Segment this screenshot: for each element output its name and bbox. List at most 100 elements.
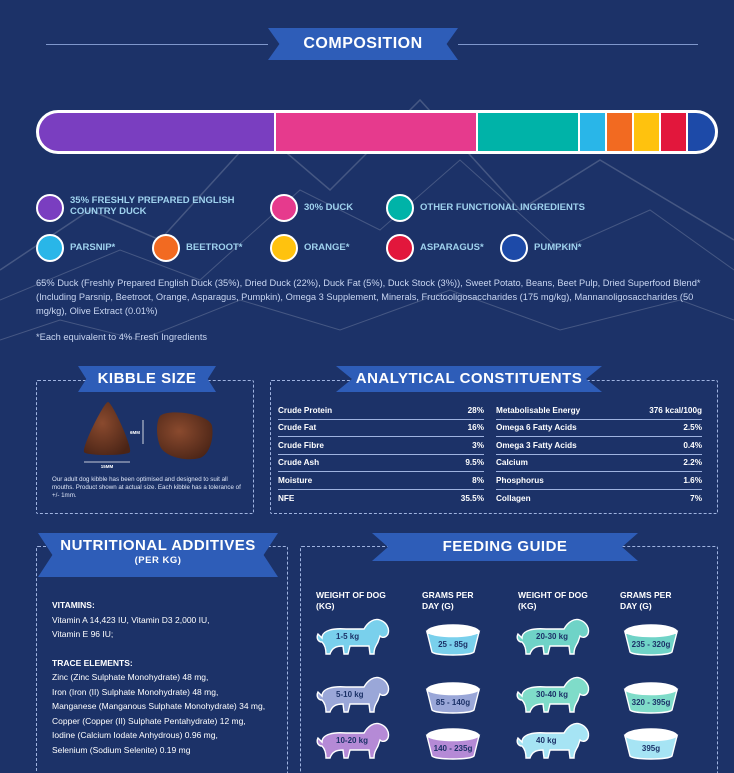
kibble-note: Our adult dog kibble has been optimised … xyxy=(52,476,241,499)
grams-column-header: GRAMS PER DAY (G) xyxy=(620,590,672,611)
dog-weight-label: 1-5 kg xyxy=(336,632,360,641)
constituent-name: Crude Protein xyxy=(278,405,333,415)
constituent-value: 2.5% xyxy=(683,423,702,433)
analytical-row: Crude Ash 9.5% xyxy=(278,455,484,472)
legend-label: ORANGE* xyxy=(304,242,350,253)
trace-element-line: Zinc (Zinc Sulphate Monohydrate) 48 mg, xyxy=(52,672,209,682)
constituent-name: Metabolisable Energy xyxy=(496,405,581,415)
constituent-value: 0.4% xyxy=(683,440,702,450)
trace-elements-heading: TRACE ELEMENTS: xyxy=(52,657,133,668)
legend-swatch xyxy=(270,234,298,262)
ingredients-text: 65% Duck (Freshly Prepared English Duck … xyxy=(36,278,701,316)
constituent-value: 376 kcal/100g xyxy=(649,405,702,415)
nutritional-subtitle: (PER KG) xyxy=(134,555,182,566)
ingredients-footnote: *Each equivalent to 4% Fresh Ingredients xyxy=(36,332,208,342)
kibble-width-label: 15MM xyxy=(101,464,114,469)
composition-segment xyxy=(633,113,661,151)
analytical-row: Crude Protein 28% xyxy=(278,402,484,420)
constituent-value: 7% xyxy=(690,493,702,503)
composition-bar xyxy=(36,110,718,154)
food-bowl-icon: 85 - 140g xyxy=(422,680,484,716)
nutritional-text: VITAMINS: Vitamin A 14,423 IU, Vitamin D… xyxy=(52,598,282,757)
dog-weight-label: 5-10 kg xyxy=(336,690,364,699)
grams-per-day-label: 25 - 85g xyxy=(438,640,468,649)
analytical-row: Crude Fibre 3% xyxy=(278,437,484,455)
legend-swatch xyxy=(386,234,414,262)
constituent-value: 3% xyxy=(472,440,484,450)
analytical-row: NFE 35.5% xyxy=(278,490,484,508)
analytical-table-left: Crude Protein 28% Crude Fat 16% Crude Fibre 3… xyxy=(278,402,484,507)
constituent-value: 1.6% xyxy=(683,475,702,485)
constituent-name: Crude Fat xyxy=(278,423,317,433)
dog-weight-label: 20-30 kg xyxy=(536,632,569,641)
constituent-name: Omega 6 Fatty Acids xyxy=(496,423,577,433)
dog-icon: 30-40 kg xyxy=(514,674,592,718)
composition-segment xyxy=(39,113,276,151)
dog-icon: 10-20 kg xyxy=(314,720,392,764)
legend-label: PUMPKIN* xyxy=(534,242,582,253)
weight-column-header: WEIGHT OF DOG (KG) xyxy=(518,590,588,611)
analytical-row: Metabolisable Energy 376 kcal/100g xyxy=(496,402,702,420)
food-bowl-icon: 25 - 85g xyxy=(422,622,484,658)
analytical-row: Phosphorus 1.6% xyxy=(496,472,702,490)
legend-swatch xyxy=(36,194,64,222)
kibble-side-shape xyxy=(157,412,213,460)
dog-weight-label: 30-40 kg xyxy=(536,690,569,699)
composition-segment xyxy=(660,113,688,151)
trace-element-line: Copper (Copper (II) Sulphate Pentahydrat… xyxy=(52,715,246,726)
constituent-value: 28% xyxy=(467,405,484,415)
dog-icon: 40 kg xyxy=(514,720,592,764)
constituent-name: Moisture xyxy=(278,475,313,485)
constituent-value: 9.5% xyxy=(465,458,484,468)
trace-element-line: Manganese (Manganous Sulphate Monohydrat… xyxy=(52,701,266,711)
grams-per-day-label: 85 - 140g xyxy=(435,698,471,707)
constituent-value: 8% xyxy=(472,475,484,485)
constituent-name: Collagen xyxy=(496,493,531,503)
legend-swatch xyxy=(500,234,528,262)
composition-segment xyxy=(579,113,607,151)
vitamins-line: Vitamin E 96 IU; xyxy=(52,629,114,639)
legend-label: ASPARAGUS* xyxy=(420,242,484,253)
grams-per-day-label: 320 - 395g xyxy=(631,698,671,707)
dog-icon: 20-30 kg xyxy=(514,616,592,660)
analytical-row: Omega 3 Fatty Acids 0.4% xyxy=(496,437,702,455)
constituent-name: Phosphorus xyxy=(496,475,544,485)
vitamins-heading: VITAMINS: xyxy=(52,600,95,610)
composition-segment xyxy=(687,113,715,151)
food-bowl-icon: 320 - 395g xyxy=(620,680,682,716)
food-bowl-icon: 235 - 320g xyxy=(620,622,682,658)
trace-element-line: Selenium (Sodium Selenite) 0.19 mg xyxy=(52,744,191,755)
constituent-name: NFE xyxy=(278,493,295,503)
analytical-table-right: Metabolisable Energy 376 kcal/100g Omega 6… xyxy=(496,402,702,507)
legend-swatch xyxy=(152,234,180,262)
grams-per-day-label: 140 - 235g xyxy=(433,744,473,753)
legend-swatch xyxy=(36,234,64,262)
food-bowl-icon: 140 - 235g xyxy=(422,726,484,762)
legend-label: PARSNIP* xyxy=(70,242,116,253)
trace-element-line: Iodine (Calcium Iodate Anhydrous) 0.96 m… xyxy=(52,730,218,740)
dog-icon: 1-5 kg xyxy=(314,616,392,660)
feeding-guide-title: FEEDING GUIDE xyxy=(372,533,638,561)
composition-segment xyxy=(275,113,479,151)
weight-column-header: WEIGHT OF DOG (KG) xyxy=(316,590,386,611)
grams-per-day-label: 395g xyxy=(641,744,661,753)
dog-weight-label: 10-20 kg xyxy=(336,736,369,745)
constituent-name: Crude Fibre xyxy=(278,440,324,450)
mountain-background xyxy=(0,98,734,341)
nutritional-title: NUTRITIONAL ADDITIVES (PER KG) xyxy=(38,533,278,577)
grams-column-header: GRAMS PER DAY (G) xyxy=(422,590,474,611)
kibble-triangle-shape xyxy=(83,402,131,455)
composition-segment xyxy=(478,113,580,151)
vitamins-line: Vitamin A 14,423 IU, Vitamin D3 2,000 IU… xyxy=(52,614,210,625)
constituent-name: Calcium xyxy=(496,458,528,468)
legend-label: 35% FRESHLY PREPARED ENGLISH COUNTRY DUC… xyxy=(70,195,235,217)
dog-icon: 5-10 kg xyxy=(314,674,392,718)
constituent-name: Crude Ash xyxy=(278,458,320,468)
divider-line xyxy=(458,44,698,45)
grams-per-day-label: 235 - 320g xyxy=(631,640,671,649)
composition-header: COMPOSITION xyxy=(0,24,734,64)
legend-swatch xyxy=(270,194,298,222)
analytical-row: Crude Fat 16% xyxy=(278,420,484,437)
trace-element-line: Iron (Iron (II) Sulphate Monohydrate) 48… xyxy=(52,686,219,697)
constituent-value: 16% xyxy=(467,423,484,433)
